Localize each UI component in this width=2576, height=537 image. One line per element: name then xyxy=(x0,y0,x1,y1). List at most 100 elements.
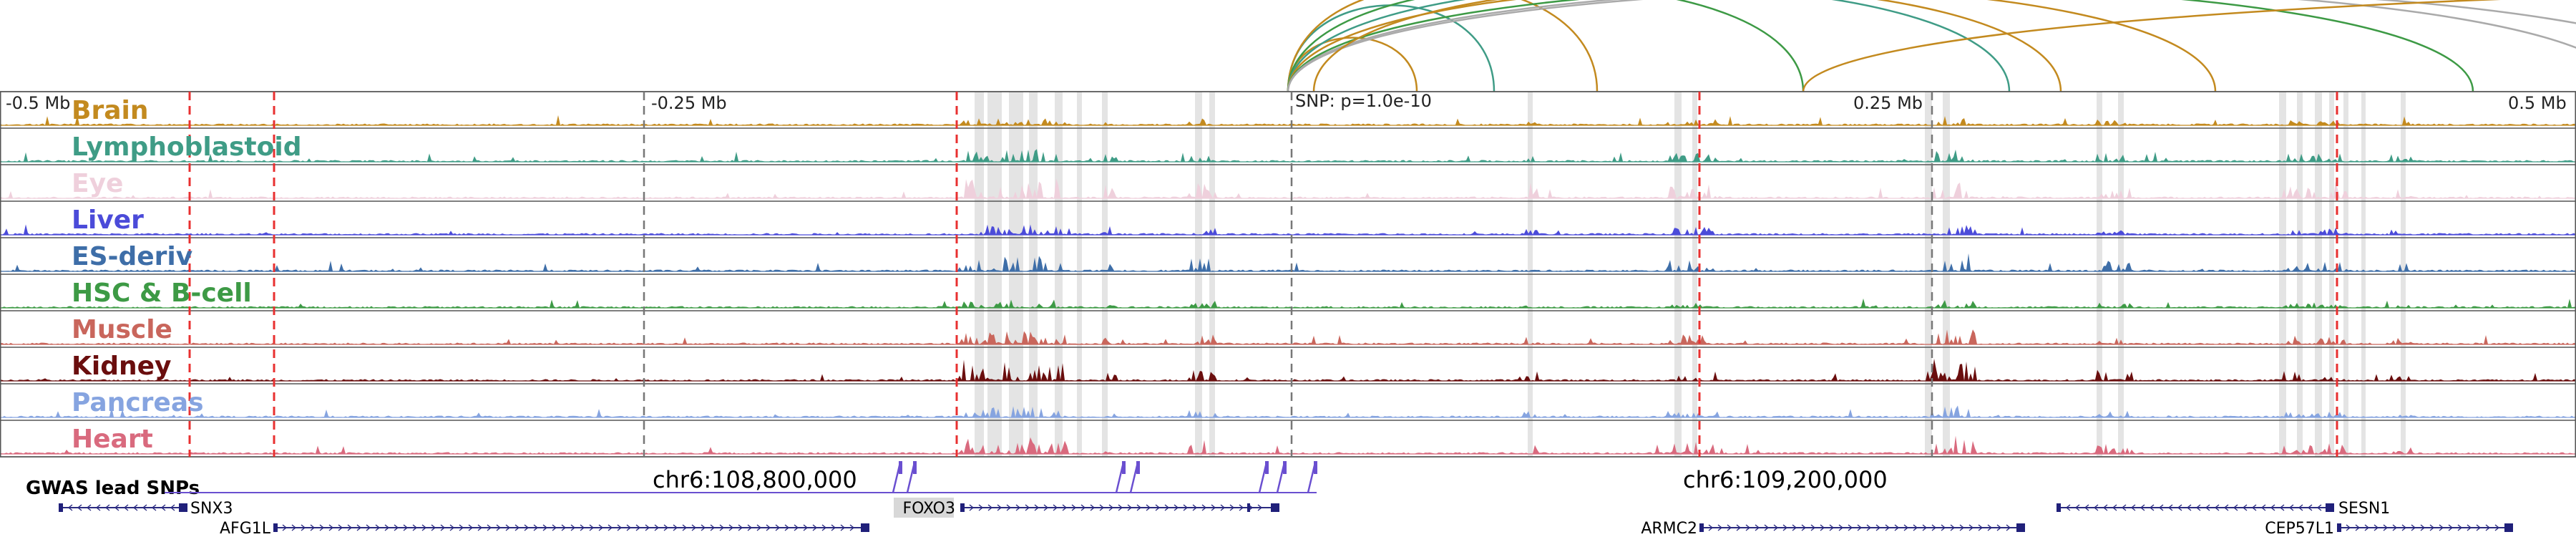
gene-strand-chevron xyxy=(142,504,147,511)
gene-strand-chevron xyxy=(2476,524,2482,531)
gene-strand-chevron xyxy=(1025,504,1030,511)
gene-strand-chevron xyxy=(1968,524,1974,531)
gene-strand-chevron xyxy=(338,524,343,531)
track-label-eye: Eye xyxy=(72,169,123,198)
track-label-hsc-b-cell: HSC & B-cell xyxy=(72,279,252,308)
gene-strand-chevron xyxy=(310,524,316,531)
gene-strand-chevron xyxy=(282,524,288,531)
axis-label: 0.5 Mb xyxy=(2508,93,2567,113)
gene-strand-chevron xyxy=(1183,504,1189,511)
gene-strand-chevron xyxy=(505,524,511,531)
track-signal xyxy=(0,115,2576,125)
gene-strand-chevron xyxy=(1820,524,1825,531)
gene-strand-chevron xyxy=(1801,524,1807,531)
gene-strand-chevron xyxy=(663,524,669,531)
gene-strand-chevron xyxy=(2383,524,2389,531)
gene-strand-chevron xyxy=(1978,524,1984,531)
track-signal xyxy=(0,149,2576,162)
gene-strand-chevron xyxy=(1127,504,1133,511)
gwas-snp-head xyxy=(1265,461,1269,474)
gene-strand-chevron xyxy=(1903,524,1909,531)
gene-strand-chevron xyxy=(849,524,855,531)
gene-strand-chevron xyxy=(1015,504,1021,511)
track-label-heart: Heart xyxy=(72,425,153,454)
loop-arc xyxy=(1287,0,2474,92)
gene-strand-chevron xyxy=(1080,504,1086,511)
gene-strand-chevron xyxy=(1211,504,1216,511)
gene-strand-chevron xyxy=(997,504,1002,511)
gene-strand-chevron xyxy=(2494,524,2500,531)
gwas-track-title: GWAS lead SNPs xyxy=(26,478,200,499)
gene-strand-chevron xyxy=(1062,504,1068,511)
gene-strand-chevron xyxy=(969,504,975,511)
gene-strand-chevron xyxy=(514,524,520,531)
gene-strand-chevron xyxy=(440,524,446,531)
gwas-snp-head xyxy=(1136,461,1140,474)
track-label-pancreas: Pancreas xyxy=(72,388,204,417)
gene-strand-chevron xyxy=(682,524,688,531)
gene-strand-chevron xyxy=(635,524,641,531)
distance-axis: SNP: p=1.0e-10 -0.5 Mb -0.25 Mb 0.25 Mb 0.5… xyxy=(6,91,2567,113)
gene-strand-chevron xyxy=(1996,524,2002,531)
track-label-liver: Liver xyxy=(72,205,144,235)
gene-strand-chevron xyxy=(132,504,138,511)
gene-strand-chevron xyxy=(626,524,632,531)
tissue-signal-tracks xyxy=(0,91,2576,458)
gene-strand-chevron xyxy=(552,524,557,531)
gene-strand-chevron xyxy=(2467,524,2472,531)
gene-strand-chevron xyxy=(738,524,743,531)
gene-strand-chevron xyxy=(803,524,809,531)
genomic-coordinates: chr6:108,800,000 chr6:109,200,000 xyxy=(653,466,1888,493)
gene-strand-chevron xyxy=(1913,524,1918,531)
gene-strand-chevron xyxy=(1987,524,1993,531)
gene-strand-chevron xyxy=(1931,524,1937,531)
gene-strand-chevron xyxy=(2355,524,2361,531)
gene-strand-chevron xyxy=(2346,524,2351,531)
gene-strand-chevron xyxy=(375,524,381,531)
gene-strand-chevron xyxy=(1810,524,1816,531)
gene-exon xyxy=(1699,523,1704,532)
gene-strand-chevron xyxy=(775,524,781,531)
gene-strand-chevron xyxy=(421,524,427,531)
gene-strand-chevron xyxy=(1838,524,1844,531)
gene-strand-chevron xyxy=(2485,524,2491,531)
gene-strand-chevron xyxy=(2130,504,2136,511)
gene-strand-chevron xyxy=(487,524,492,531)
gene-strand-chevron xyxy=(589,524,595,531)
gene-strand-chevron xyxy=(598,524,604,531)
gene-strand-chevron xyxy=(719,524,725,531)
gene-strand-chevron xyxy=(2158,504,2164,511)
gene-exon xyxy=(960,503,965,512)
track-labels: Brain Lymphoblastoid Eye Liver ES-deriv HSC &… xyxy=(72,96,302,454)
gene-strand-chevron xyxy=(394,524,399,531)
gene-strand-chevron xyxy=(1248,504,1254,511)
gene-strand-chevron xyxy=(821,524,827,531)
gene-strand-chevron xyxy=(2401,524,2407,531)
gwas-snp-head xyxy=(1314,461,1317,474)
gene-strand-chevron xyxy=(701,524,706,531)
gene-strand-chevron xyxy=(301,524,306,531)
loop-arc xyxy=(1287,0,2011,92)
gene-strand-chevron xyxy=(1755,524,1760,531)
gene-strand-chevron xyxy=(1155,504,1161,511)
track-signal xyxy=(0,435,2576,454)
gene-strand-chevron xyxy=(1941,524,1946,531)
gwas-snp-head xyxy=(1283,461,1287,474)
gene-strand-chevron xyxy=(2149,504,2155,511)
track-label-es-deriv: ES-deriv xyxy=(72,242,192,271)
gene-strand-chevron xyxy=(2167,504,2173,511)
gene-strand-chevron xyxy=(756,524,762,531)
gene-strand-chevron xyxy=(766,524,771,531)
gene-strand-chevron xyxy=(2140,504,2145,511)
gene-strand-chevron xyxy=(784,524,790,531)
gene-label-highlight xyxy=(894,498,954,518)
gene-strand-chevron xyxy=(2316,504,2322,511)
gene-exon xyxy=(2016,523,2025,532)
gene-strand-chevron xyxy=(1099,504,1105,511)
gene-label: AFG1L xyxy=(220,520,271,537)
gene-strand-chevron xyxy=(384,524,390,531)
gene-strand-chevron xyxy=(2373,524,2379,531)
gene-strand-chevron xyxy=(67,504,73,511)
track-signal xyxy=(0,405,2576,417)
